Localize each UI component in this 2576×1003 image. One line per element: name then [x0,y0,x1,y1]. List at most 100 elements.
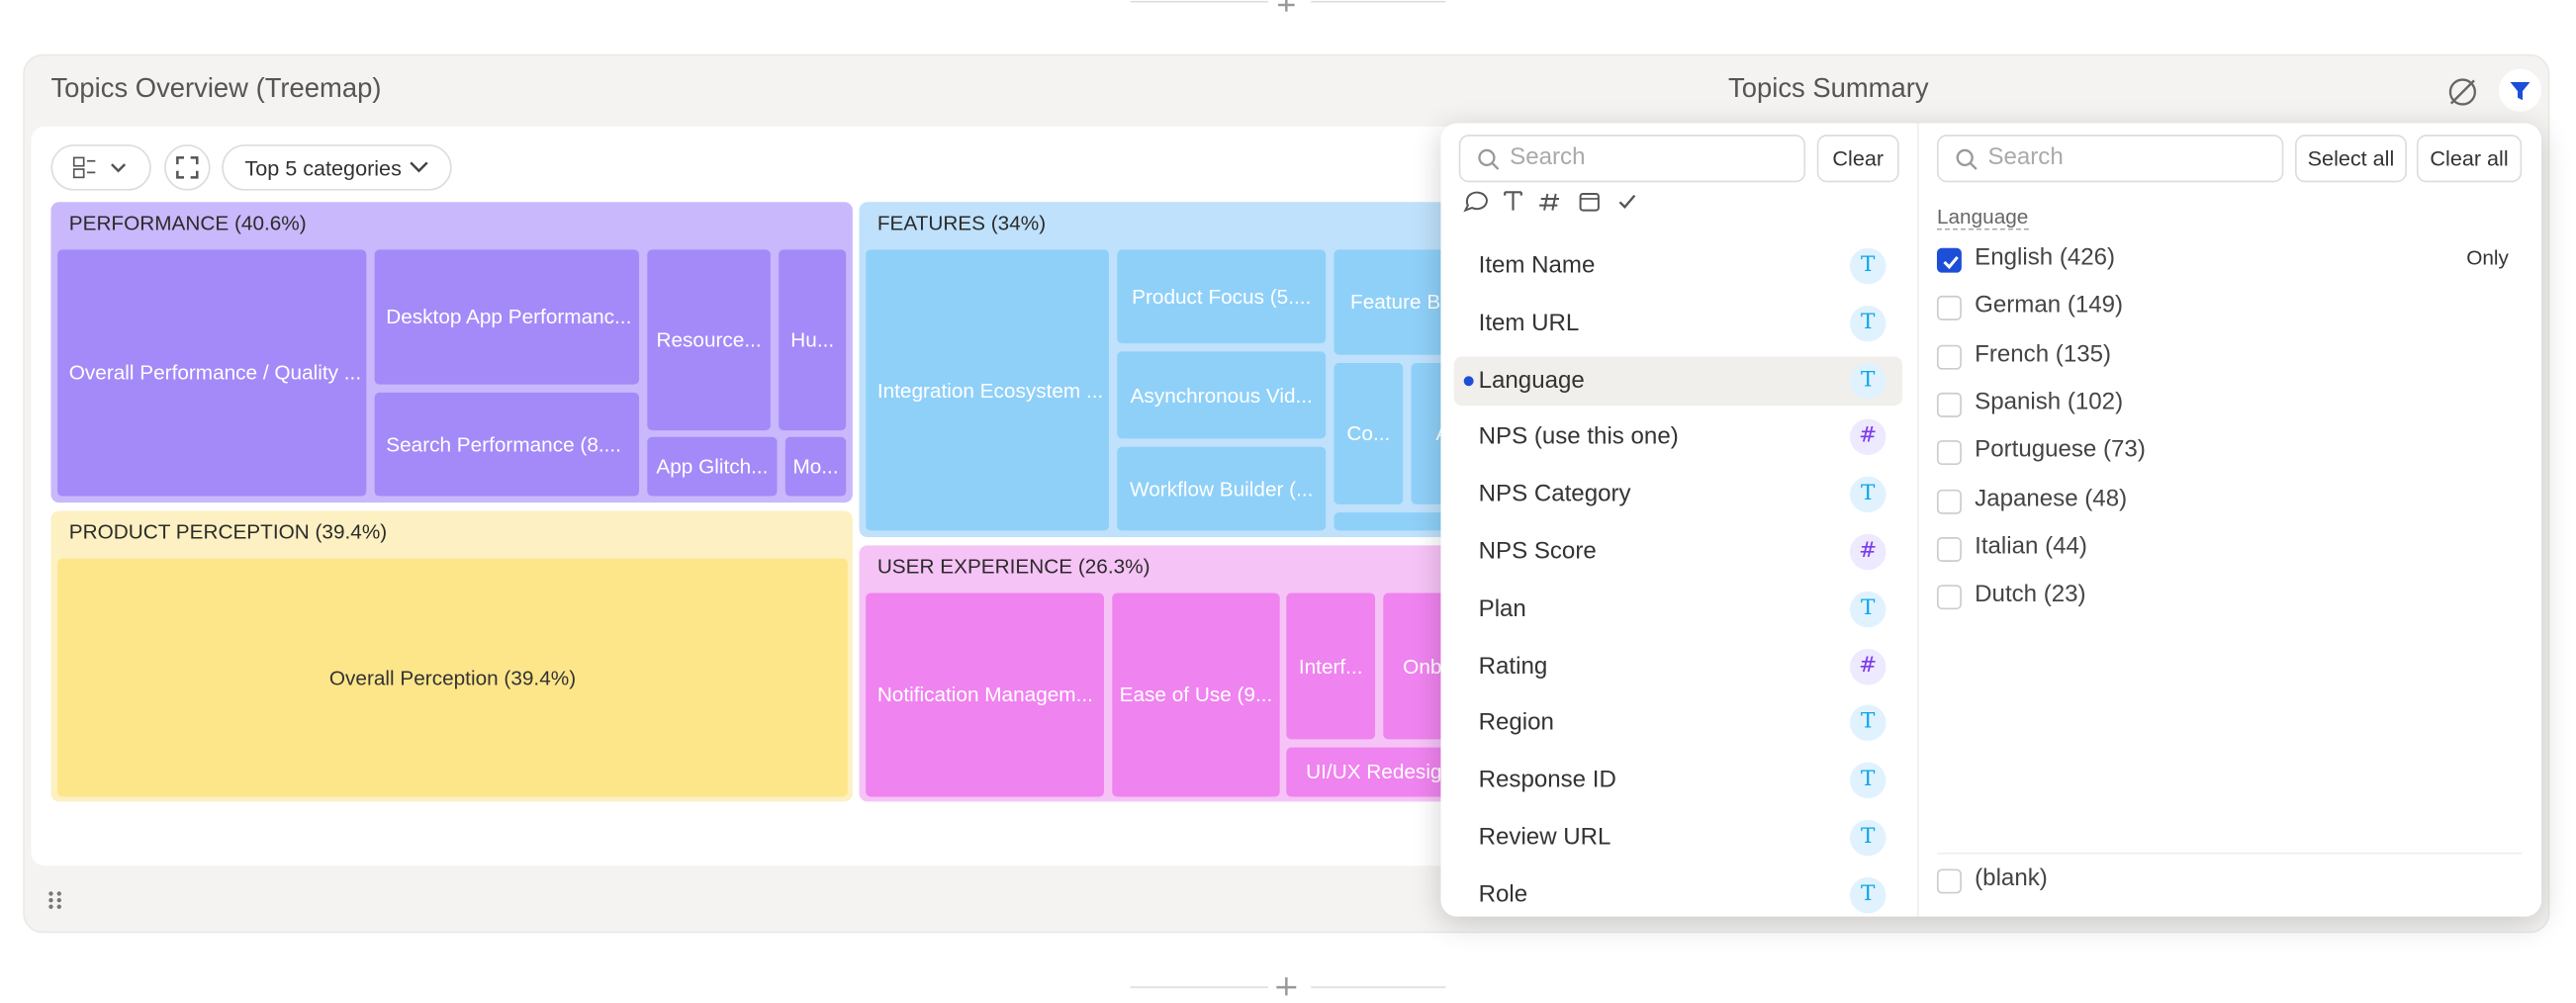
search-placeholder: Search [1510,144,1586,171]
option-label: French (135) [1975,340,2112,368]
treemap-tile[interactable]: Asynchronous Vid... [1117,351,1327,439]
field-type-icon: # [1849,648,1886,684]
select-all-button[interactable]: Select all [2294,135,2407,183]
value-option[interactable]: Japanese (48) [1936,482,2529,521]
field-type-icon: T [1849,247,1886,285]
option-label: (blank) [1975,866,2048,892]
field-type-icon: T [1849,705,1886,742]
field-row[interactable]: NPS Category T [1454,470,1902,519]
value-option[interactable]: (blank) [1936,863,2529,902]
field-row[interactable]: NPS (use this one) # [1454,412,1902,462]
drag-handle[interactable] [46,888,65,911]
treemap-tile[interactable]: Co... [1334,363,1404,504]
field-row[interactable]: Item Name T [1454,241,1902,291]
value-option[interactable]: Spanish (102) [1936,386,2529,425]
value-option[interactable]: French (135) [1936,337,2529,377]
treemap-tile[interactable]: Integration Ecosystem ... [866,249,1109,531]
field-type-icon: T [1849,305,1886,342]
view-toggle[interactable] [50,144,151,191]
option-label: Portuguese (73) [1975,437,2146,464]
checkbox[interactable] [1936,247,1962,273]
summary-title: Topics Summary [1728,73,1929,104]
field-type-icon: T [1849,476,1886,513]
checkbox[interactable] [1936,440,1962,466]
value-option[interactable]: Italian (44) [1936,530,2529,570]
field-row[interactable]: Region T [1454,698,1902,748]
dropdown-label: Top 5 categories [244,154,402,180]
field-name: Review URL [1478,824,1611,852]
search-icon [1478,148,1500,170]
value-option[interactable]: German (149) [1936,290,2529,329]
clear-button[interactable]: Clear [1816,135,1899,183]
treemap-tile[interactable]: Interf... [1286,593,1376,740]
value-option[interactable]: Dutch (23) [1936,579,2529,618]
group-label: USER EXPERIENCE (26.3%) [876,555,1150,579]
treemap-tile[interactable]: App Glitch... [647,436,778,497]
field-row[interactable]: Role T [1454,870,1902,917]
field-type-icon: T [1849,762,1886,799]
field-list: Item Name T Item URL T Language T NPS (use thi… [1440,124,1917,917]
field-type-icon: # [1849,533,1886,571]
value-search[interactable]: Search [1936,135,2284,183]
field-row[interactable]: Item URL T [1454,299,1902,348]
field-name: NPS Category [1478,481,1631,508]
group-label: FEATURES (34%) [876,212,1047,235]
hide-button[interactable] [2444,74,2481,111]
field-name: Role [1478,881,1528,909]
filter-button[interactable] [2498,68,2542,112]
checkbox[interactable] [1936,296,1962,321]
treemap-tile[interactable]: Desktop App Performanc... [374,249,640,385]
checkbox[interactable] [1936,392,1962,417]
option-label: Japanese (48) [1975,485,2128,512]
field-name: Rating [1478,653,1548,680]
clear-all-button[interactable]: Clear all [2416,135,2523,183]
field-type-icon: # [1849,419,1886,456]
chevron [410,161,428,173]
field-name: Response ID [1478,767,1616,794]
field-type-icon: T [1849,819,1886,857]
treemap-tile[interactable]: Ease of Use (9... [1112,593,1280,797]
field-row[interactable]: Review URL T [1454,813,1902,863]
field-row[interactable]: Language T [1453,355,1903,406]
treemap-tile[interactable]: Search Performance (8.... [374,392,640,497]
treemap-tile[interactable]: Product Focus (5.... [1117,249,1327,344]
field-name: Item URL [1478,310,1580,337]
group-label: PRODUCT PERCEPTION (39.4%) [68,520,388,544]
field-row[interactable]: Rating # [1454,642,1902,691]
treemap-tile[interactable]: Overall Perception (39.4%) [57,558,848,797]
option-label: English (426) [1975,244,2116,272]
add-row-bottom[interactable] [1117,972,1462,1002]
field-name: Language [1478,367,1585,394]
category-dropdown[interactable]: Top 5 categories [222,144,452,191]
treemap-tile[interactable]: Hu... [779,249,847,431]
check [1943,255,1959,270]
field-name: Plan [1478,595,1526,623]
only-button[interactable]: Only [2466,246,2509,270]
option-label: German (149) [1975,293,2124,319]
treemap-tile[interactable]: Notification Managem... [866,593,1104,797]
field-row[interactable]: NPS Score # [1454,527,1902,577]
value-option[interactable]: Portuguese (73) [1936,434,2529,474]
checkbox[interactable] [1936,536,1962,562]
option-label: Spanish (102) [1975,389,2124,415]
checkbox[interactable] [1936,344,1962,369]
checkbox[interactable] [1936,868,1962,894]
treemap-tile[interactable]: Mo... [784,436,847,497]
checkbox[interactable] [1936,489,1962,513]
type-filters[interactable] [1460,186,1649,219]
add-row-top[interactable] [1117,0,1462,17]
treemap-tile[interactable]: Overall Performance / Quality ... [57,249,367,497]
checkbox[interactable] [1936,585,1962,610]
fullscreen-button[interactable] [164,144,211,191]
field-search[interactable]: Search [1458,135,1806,183]
treemap-tile[interactable]: Workflow Builder (... [1117,446,1327,531]
field-name: NPS Score [1478,538,1597,566]
field-row[interactable]: Response ID T [1454,756,1902,805]
view-icon [72,156,126,179]
value-option[interactable]: English (426) Only [1936,241,2529,281]
search-placeholder: Search [1987,144,2064,171]
treemap-tile[interactable]: Resource... [647,249,771,431]
field-row[interactable]: Plan T [1454,585,1902,634]
